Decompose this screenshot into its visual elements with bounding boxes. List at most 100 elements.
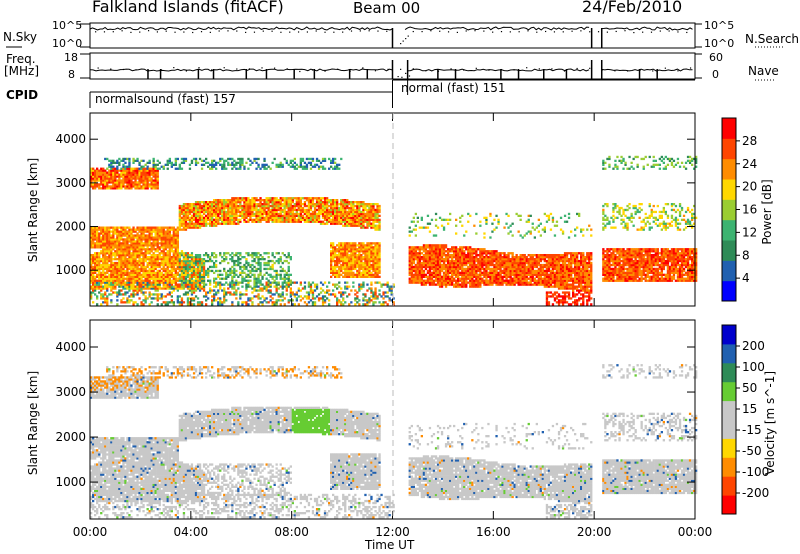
power-cell xyxy=(330,252,332,254)
power-cell xyxy=(187,286,189,288)
power-cell xyxy=(413,274,415,276)
power-cell xyxy=(126,258,128,260)
power-cell xyxy=(171,240,173,242)
power-cell xyxy=(112,244,114,246)
power-cell xyxy=(130,280,132,282)
power-cell xyxy=(110,299,112,301)
power-cell xyxy=(374,213,376,215)
power-cell xyxy=(197,303,199,305)
power-cell xyxy=(360,244,362,246)
power-cell xyxy=(316,286,318,288)
power-cell xyxy=(175,256,177,258)
power-cell xyxy=(159,286,161,288)
power-cell xyxy=(189,276,191,278)
power-cell xyxy=(110,262,112,264)
power-cell xyxy=(142,303,144,305)
power-cell xyxy=(163,250,165,252)
power-cell xyxy=(411,264,413,266)
power-cell xyxy=(201,225,203,227)
power-cell xyxy=(350,244,352,246)
power-cell xyxy=(142,291,144,293)
power-cell xyxy=(138,297,140,299)
power-cell xyxy=(130,256,132,258)
power-cell xyxy=(205,219,207,221)
power-cell xyxy=(153,252,155,254)
power-cell xyxy=(189,211,191,213)
power-cell xyxy=(344,211,346,213)
nave-dot xyxy=(261,67,262,68)
power-cell xyxy=(328,158,330,160)
power-cell xyxy=(237,264,239,266)
power-cell xyxy=(169,284,171,286)
power-cell xyxy=(352,276,354,278)
power-cell xyxy=(189,217,191,219)
power-cell xyxy=(96,280,98,282)
power-cell xyxy=(344,225,346,227)
power-cell xyxy=(350,270,352,272)
power-cell xyxy=(169,286,171,288)
nsearch-dot xyxy=(227,30,228,31)
power-cell xyxy=(330,223,332,225)
power-cell xyxy=(334,207,336,209)
power-cell xyxy=(237,215,239,217)
power-cell xyxy=(300,299,302,301)
power-cell xyxy=(387,295,389,297)
power-cell xyxy=(106,246,108,248)
power-cell xyxy=(378,276,380,278)
power-cell xyxy=(259,213,261,215)
power-cell xyxy=(284,203,286,205)
power-cell xyxy=(104,227,106,229)
power-cell xyxy=(205,303,207,305)
power-cell xyxy=(332,242,334,244)
power-cell xyxy=(239,158,241,160)
power-cell xyxy=(149,280,151,282)
power-cell xyxy=(231,211,233,213)
power-cell xyxy=(142,177,144,179)
power-cell xyxy=(209,203,211,205)
power-cell xyxy=(368,258,370,260)
power-cell xyxy=(142,256,144,258)
power-cell xyxy=(354,246,356,248)
power-cell xyxy=(350,242,352,244)
power-cell xyxy=(138,270,140,272)
power-cell xyxy=(106,284,108,286)
power-cell xyxy=(183,268,185,270)
power-cell xyxy=(110,244,112,246)
power-cell xyxy=(191,256,193,258)
power-cell xyxy=(104,240,106,242)
power-cell xyxy=(120,270,122,272)
power-cell xyxy=(324,197,326,199)
power-cell xyxy=(372,203,374,205)
power-cell xyxy=(364,246,366,248)
power-cell xyxy=(112,280,114,282)
power-cell xyxy=(362,270,364,272)
power-cell xyxy=(288,280,290,282)
power-cell xyxy=(102,262,104,264)
nsearch-dot xyxy=(483,31,484,32)
power-cell xyxy=(360,242,362,244)
power-cell xyxy=(338,250,340,252)
power-cell xyxy=(108,274,110,276)
power-cell xyxy=(310,289,312,291)
power-cell xyxy=(376,242,378,244)
power-cell xyxy=(370,219,372,221)
power-cell xyxy=(316,217,318,219)
power-cell xyxy=(362,244,364,246)
nsearch-dot xyxy=(413,31,414,32)
power-cell xyxy=(358,276,360,278)
power-cell xyxy=(294,197,296,199)
power-cell xyxy=(376,252,378,254)
power-cell xyxy=(195,262,197,264)
power-cell xyxy=(126,244,128,246)
power-cell xyxy=(300,213,302,215)
power-cell xyxy=(362,276,364,278)
power-cell xyxy=(342,211,344,213)
power-cell xyxy=(384,291,386,293)
power-cell xyxy=(274,211,276,213)
power-cell xyxy=(356,297,358,299)
power-cell xyxy=(151,185,153,187)
power-cell xyxy=(322,197,324,199)
power-cell xyxy=(235,252,237,254)
nsearch-dot xyxy=(122,30,123,31)
power-cell xyxy=(106,177,108,179)
